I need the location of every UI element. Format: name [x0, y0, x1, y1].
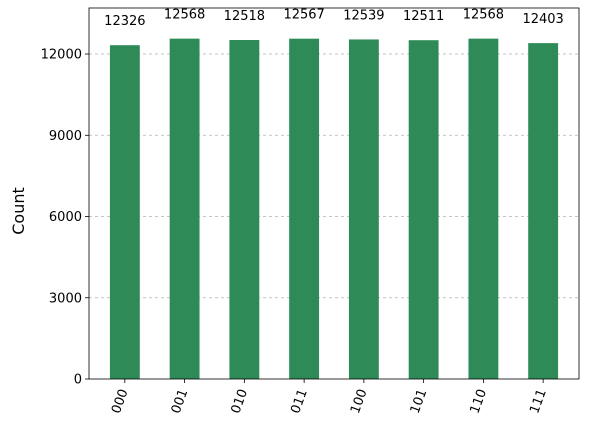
- data-label: 12568: [463, 8, 504, 23]
- bar: [109, 45, 140, 380]
- x-tick-label: 101: [408, 387, 431, 415]
- x-tick-label: 100: [348, 387, 371, 415]
- bar: [229, 40, 260, 379]
- x-tick-label: 110: [468, 387, 491, 415]
- y-tick-label: 6000: [49, 210, 82, 225]
- plot-frame: [88, 7, 580, 380]
- bar: [348, 39, 379, 380]
- y-tick-label: 3000: [49, 291, 82, 306]
- gridlines: [89, 53, 579, 299]
- y-tick-label: 0: [74, 373, 82, 388]
- data-labels: 12326 12568 12518 12567 12539 12511 12568 12403: [104, 8, 564, 30]
- x-tick-label: 001: [169, 387, 192, 415]
- data-label: 12326: [104, 14, 145, 29]
- x-tick-label: 000: [109, 387, 132, 415]
- y-axis-label: Count: [9, 187, 28, 235]
- axes: 0 3000 6000 9000 12000 000 001 010 011 100 101 110 1…: [41, 7, 580, 416]
- bar: [528, 43, 559, 379]
- data-label: 12567: [283, 8, 324, 23]
- y-tick-label: 12000: [41, 48, 82, 63]
- x-tick-label: 111: [527, 387, 550, 415]
- data-label: 12511: [403, 9, 444, 24]
- data-label: 12539: [343, 8, 384, 23]
- bar: [468, 38, 499, 379]
- x-tick-label: 011: [288, 387, 311, 415]
- bars: [109, 38, 559, 380]
- data-label: 12403: [522, 12, 563, 27]
- bar: [408, 40, 439, 380]
- x-tick-label: 010: [229, 387, 252, 415]
- data-label: 12568: [164, 8, 205, 23]
- bar: [289, 38, 320, 379]
- bar: [169, 38, 200, 379]
- data-label: 12518: [224, 9, 265, 24]
- y-tick-label: 9000: [49, 129, 82, 144]
